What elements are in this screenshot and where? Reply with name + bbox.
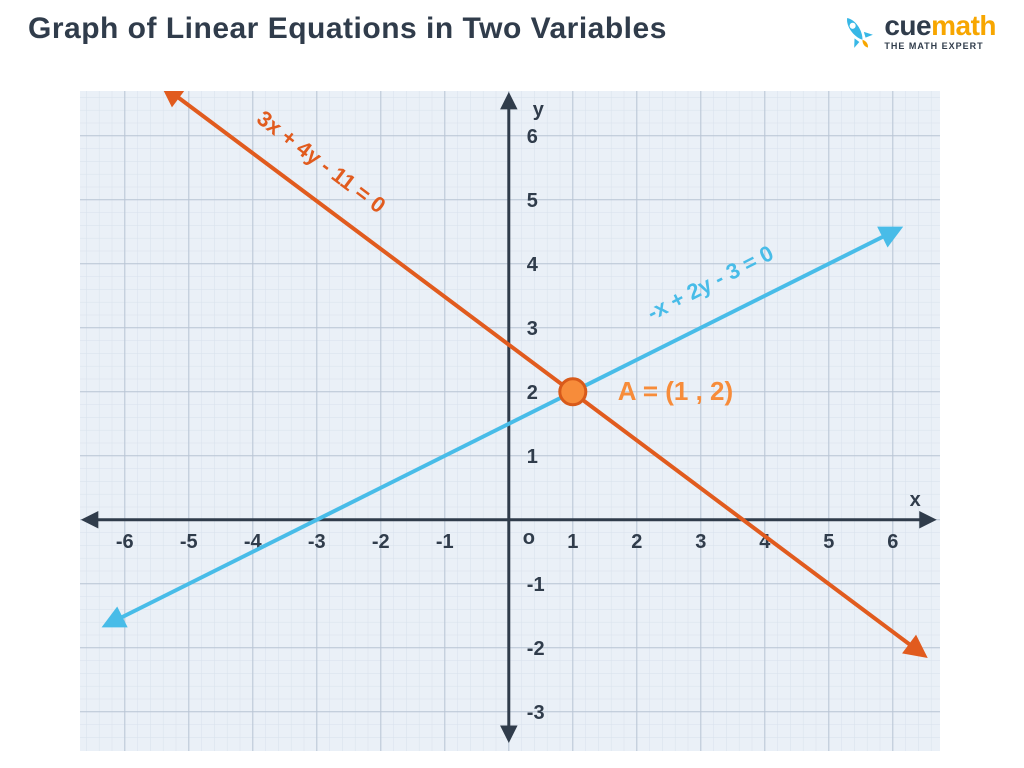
brand-tagline: THE MATH EXPERT: [884, 42, 996, 51]
svg-text:2: 2: [631, 531, 642, 553]
brand-logo: cuemath THE MATH EXPERT: [838, 12, 996, 51]
svg-text:5: 5: [823, 531, 834, 553]
svg-text:6: 6: [887, 531, 898, 553]
svg-text:-2: -2: [372, 531, 390, 553]
coordinate-graph: -6-5-4-3-2-1123456-3-2-1123456oxy3x + 4y…: [80, 91, 940, 751]
svg-text:o: o: [523, 527, 535, 549]
svg-text:6: 6: [527, 126, 538, 148]
svg-text:3: 3: [695, 531, 706, 553]
svg-text:-2: -2: [527, 638, 545, 660]
svg-text:-1: -1: [436, 531, 454, 553]
svg-text:-3: -3: [527, 702, 545, 724]
svg-text:1: 1: [527, 446, 538, 468]
svg-text:-3: -3: [308, 531, 326, 553]
svg-text:5: 5: [527, 190, 538, 212]
intersection-label: A = (1 , 2): [618, 376, 733, 406]
svg-text:-1: -1: [527, 574, 545, 596]
svg-text:-5: -5: [180, 531, 198, 553]
svg-text:3: 3: [527, 318, 538, 340]
svg-text:x: x: [910, 489, 921, 511]
svg-text:4: 4: [527, 254, 539, 276]
brand-name: cuemath: [884, 12, 996, 40]
svg-text:y: y: [533, 99, 545, 121]
rocket-icon: [838, 13, 876, 51]
svg-text:-6: -6: [116, 531, 134, 553]
svg-text:1: 1: [567, 531, 578, 553]
svg-text:2: 2: [527, 382, 538, 404]
page-title: Graph of Linear Equations in Two Variabl…: [28, 12, 667, 46]
